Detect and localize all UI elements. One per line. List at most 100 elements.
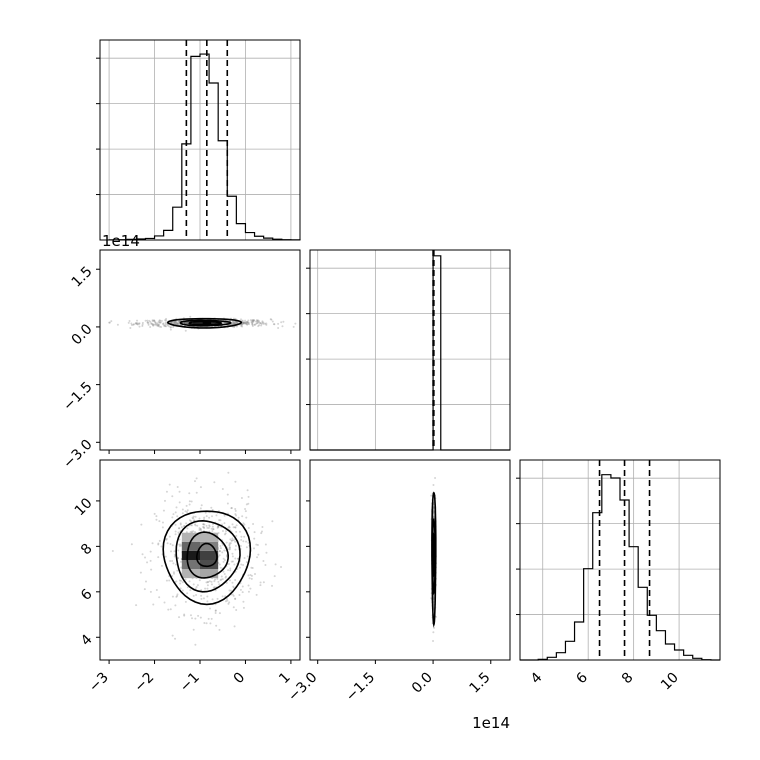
scatter-point [186,509,189,512]
scatter-point [161,521,164,524]
scatter-point [281,325,284,328]
scatter-point [251,320,254,323]
scatter-point [231,321,234,324]
scatter-point [264,322,267,325]
scatter-point [169,328,172,331]
scatter-point [143,588,146,591]
scatter-point [262,322,265,325]
scatter-point [157,325,160,328]
scatter-point [210,580,213,583]
scatter-point [220,523,223,526]
scatter-point [205,622,208,625]
scatter-point [252,320,255,323]
scatter-point [170,326,173,329]
scatter-point [175,321,178,324]
scatter-point [234,544,237,547]
scatter-point [157,556,160,559]
scatter-point [230,507,233,510]
scatter-point [154,321,157,324]
scatter-point [204,587,207,590]
scatter-point [179,543,182,546]
scatter-point [174,523,177,526]
scatter-point [211,529,214,532]
scatter-point [238,530,241,533]
scatter-point [233,563,236,566]
scatter-point [178,545,181,548]
scatter-point [152,323,155,326]
density-cell [193,320,203,326]
scatter-point [241,591,244,594]
scatter-point [231,539,234,542]
scatter-point [151,320,154,323]
panel-background [310,460,510,660]
scatter-point [130,323,133,326]
scatter-point [195,477,198,480]
scatter-point [147,323,150,326]
contour-panel-0 [96,249,301,454]
scatter-point [247,502,250,505]
scatter-point [225,581,228,584]
scatter-point [223,559,226,562]
density-cell [181,541,200,551]
scatter-point [200,529,203,532]
scatter-point [228,562,231,565]
scatter-point [259,322,262,325]
scatter-point [242,600,245,603]
scatter-point [242,540,245,543]
scatter-point [235,320,238,323]
scatter-point [192,628,195,631]
scatter-point [432,516,435,519]
scatter-point [240,563,243,566]
scatter-point [171,634,174,637]
scatter-point [245,546,248,549]
x-tick-label: 8 [619,670,637,688]
scatter-point [260,532,263,535]
scatter-point [265,322,268,325]
scatter-point [130,543,133,546]
scatter-point [255,322,258,325]
scatter-point [214,609,217,612]
scatter-point [178,490,181,493]
scatter-point [141,323,144,326]
scatter-point [252,319,255,322]
scatter-point [265,323,268,326]
scatter-point [260,530,263,533]
scatter-point [199,616,202,619]
scatter-point [244,322,247,325]
scatter-point [110,320,113,323]
scatter-point [200,504,203,507]
scatter-point [146,561,149,564]
scatter-point [269,318,272,321]
scatter-point [163,324,166,327]
scatter-point [111,549,114,552]
scatter-point [176,322,179,325]
panel-frame [99,459,301,661]
scatter-point [192,583,195,586]
scatter-point [206,581,209,584]
scatter-point [183,613,186,616]
scatter-point [172,572,175,575]
scatter-point [171,544,174,547]
scatter-point [280,566,283,569]
scatter-point [193,531,196,534]
contour-line [186,531,230,579]
scatter-point [141,324,144,327]
scatter-point [262,321,265,324]
scatter-point [216,597,219,600]
scatter-point [259,581,262,584]
scatter-point [156,324,159,327]
scatter-point [218,554,221,557]
scatter-point [177,322,180,325]
y-offset-label: 1e14 [102,232,140,250]
contour-line [432,543,436,569]
scatter-point [164,325,167,328]
scatter-point [242,564,245,567]
scatter-point [179,560,182,563]
scatter-point [220,578,223,581]
scatter-point [194,643,197,646]
scatter-point [174,511,177,514]
scatter-point [217,526,220,529]
panel-frame [99,39,301,241]
scatter-point [251,320,254,323]
scatter-point [241,319,244,322]
